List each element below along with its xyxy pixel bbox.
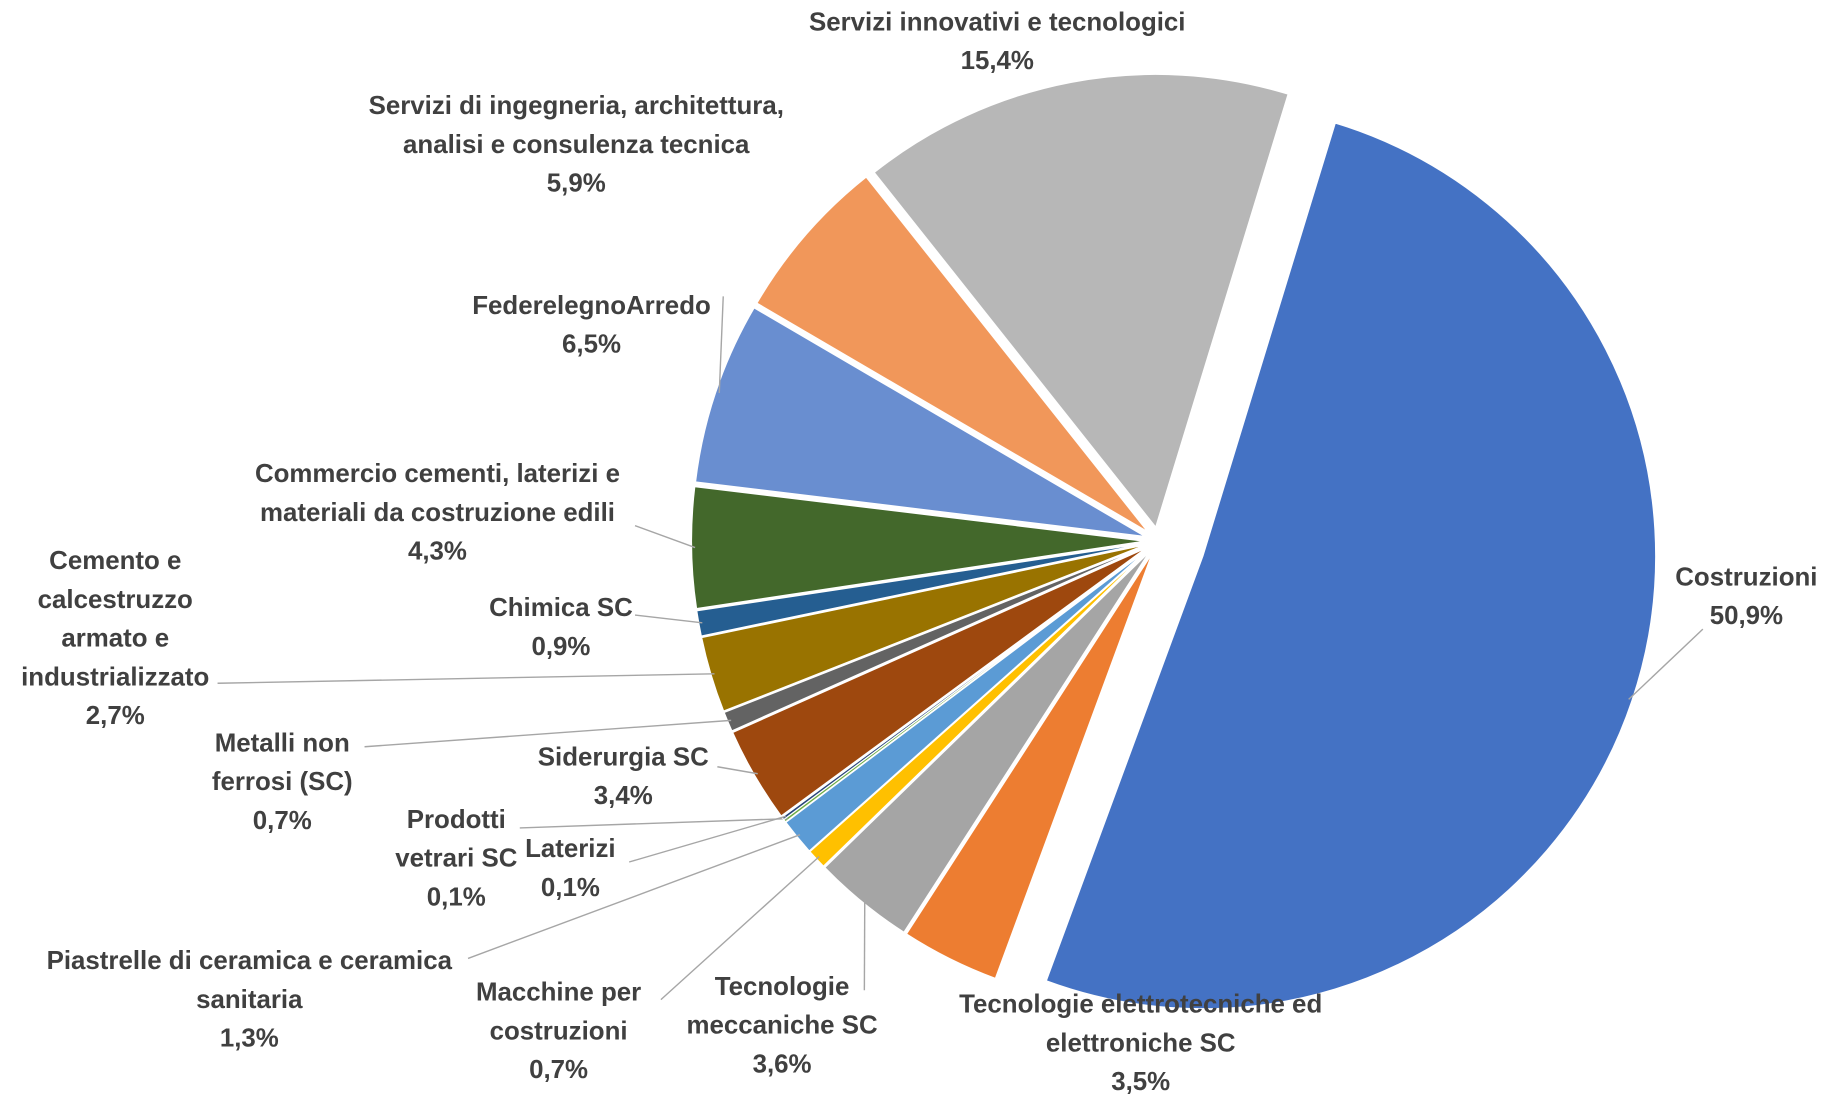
value-label: 3,5% xyxy=(1111,1068,1170,1096)
value-label: 0,1% xyxy=(541,874,600,902)
slice-label: Servizi di ingegneria, architettura, anal… xyxy=(369,92,784,159)
label-line: meccaniche SC xyxy=(686,1011,877,1039)
value-label: 3,4% xyxy=(594,782,653,810)
label-line: Servizi di ingegneria, architettura, xyxy=(369,92,784,120)
pie-slice xyxy=(756,176,1149,533)
leader-line xyxy=(217,673,715,684)
value-label: 3,6% xyxy=(753,1050,812,1078)
label-line: costruzioni xyxy=(490,1017,628,1045)
value-label: 4,3% xyxy=(408,538,467,566)
leader-line xyxy=(634,614,703,624)
slice-label: Costruzioni xyxy=(1675,563,1817,591)
pie-slice xyxy=(723,545,1146,732)
slice-label: Servizi innovativi e tecnologici xyxy=(809,8,1186,36)
value-label: 2,7% xyxy=(86,702,145,730)
label-line: Piastrelle di ceramica e ceramica xyxy=(47,947,453,975)
value-label: 5,9% xyxy=(547,169,606,197)
value-label: 0,7% xyxy=(529,1056,588,1084)
slice-label: Tecnologie elettrotecniche ed elettronich… xyxy=(959,990,1322,1057)
value-label: 0,1% xyxy=(427,883,486,911)
pie-slice xyxy=(696,542,1145,637)
label-line: Costruzioni xyxy=(1675,563,1817,591)
slice-label: Piastrelle di ceramica e ceramica sanitar… xyxy=(47,947,453,1014)
value-label: 0,9% xyxy=(531,633,590,661)
slice-label: Laterizi xyxy=(525,835,616,863)
leader-line xyxy=(467,834,801,960)
label-line: elettroniche SC xyxy=(1046,1029,1236,1057)
label-line: Tecnologie xyxy=(715,973,850,1001)
label-line: Commercio cementi, laterizi e xyxy=(255,460,620,488)
pie-slice xyxy=(873,73,1289,529)
label-line: vetrari SC xyxy=(395,844,517,872)
label-line: Laterizi xyxy=(525,835,616,863)
leader-line xyxy=(718,296,724,394)
slice-label: Chimica SC xyxy=(489,594,633,622)
pie-slice xyxy=(700,544,1146,712)
label-line: Tecnologie elettrotecniche ed xyxy=(959,990,1322,1018)
leader-line xyxy=(634,525,696,549)
slice-label: Prodotti vetrari SC xyxy=(395,806,517,873)
slice-label: Siderurgia SC xyxy=(538,743,709,771)
leader-line xyxy=(519,817,788,829)
label-line: Chimica SC xyxy=(489,594,633,622)
pie-slice xyxy=(785,549,1148,852)
pie-slice xyxy=(731,547,1147,817)
label-line: ferrosi (SC) xyxy=(212,768,353,796)
slice-label: Commercio cementi, laterizi e materiali d… xyxy=(255,460,620,527)
pie-slice xyxy=(823,551,1150,934)
label-line: armato e xyxy=(61,625,169,653)
pie-slice xyxy=(690,485,1145,610)
label-line: FederelegnoArredo xyxy=(472,292,711,320)
value-label: 6,5% xyxy=(562,331,621,359)
leader-line xyxy=(364,719,732,748)
label-line: sanitaria xyxy=(196,986,303,1014)
slice-label: Tecnologie meccaniche SC xyxy=(686,973,877,1040)
label-line: Macchine per xyxy=(476,979,641,1007)
slice-label: Metalli non ferrosi (SC) xyxy=(212,729,353,796)
label-line: Prodotti xyxy=(407,806,506,834)
pie-plot: Costruzioni 50,9% Tecnologie elettrotecnic… xyxy=(21,8,1817,1096)
value-label: 50,9% xyxy=(1710,602,1783,630)
slice-label: Macchine per costruzioni xyxy=(476,979,641,1046)
pie-slice xyxy=(905,553,1153,980)
label-line: Siderurgia SC xyxy=(538,743,709,771)
leader-line xyxy=(717,766,758,775)
value-label: 0,7% xyxy=(253,807,312,835)
label-line: calcestruzzo xyxy=(38,586,193,614)
value-label: 15,4% xyxy=(961,47,1034,75)
slice-label: FederelegnoArredo xyxy=(472,292,711,320)
label-line: Servizi innovativi e tecnologici xyxy=(809,8,1186,36)
value-label: 1,3% xyxy=(220,1024,279,1052)
leader-line xyxy=(660,856,820,1001)
label-line: analisi e consulenza tecnica xyxy=(403,131,750,159)
slice-label: Cemento e calcestruzzo armato e industriali… xyxy=(21,547,209,691)
leader-line xyxy=(1628,628,1704,700)
pie-slice xyxy=(694,307,1146,538)
label-line: Cemento e xyxy=(49,547,181,575)
label-line: industrializzato xyxy=(21,663,209,691)
label-line: materiali da costruzione edili xyxy=(260,499,615,527)
label-line: Metalli non xyxy=(215,729,350,757)
leader-line xyxy=(628,815,786,863)
pie-slice xyxy=(1045,122,1657,1010)
